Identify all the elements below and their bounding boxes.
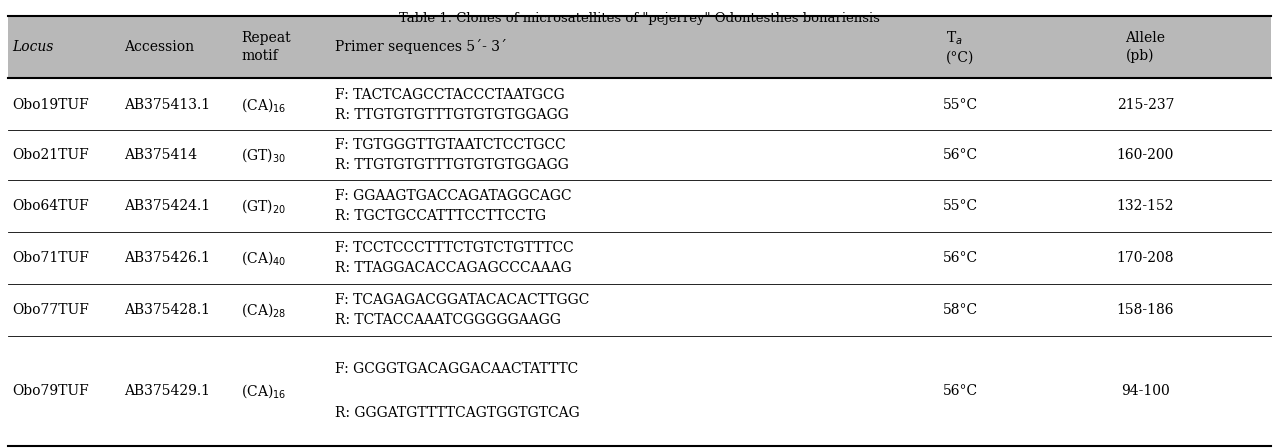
Text: 160-200: 160-200 (1117, 148, 1174, 162)
Text: (GT)$_{20}$: (GT)$_{20}$ (240, 197, 286, 215)
Text: Obo21TUF: Obo21TUF (12, 148, 88, 162)
Text: 158-186: 158-186 (1117, 303, 1174, 317)
Text: (GT)$_{30}$: (GT)$_{30}$ (240, 146, 286, 164)
Text: (CA)$_{16}$: (CA)$_{16}$ (240, 96, 286, 114)
Text: F: TACTCAGCCTACCCTAATGCG: F: TACTCAGCCTACCCTAATGCG (335, 88, 565, 102)
Text: R: TTGTGTGTTTGTGTGTGGAGG: R: TTGTGTGTTTGTGTGTGGAGG (335, 158, 569, 172)
Text: 55°C: 55°C (943, 199, 977, 213)
Text: 170-208: 170-208 (1117, 251, 1174, 265)
Text: Table 1. Clones of microsatellites of "pejerrey" Odontesthes bonariensis: Table 1. Clones of microsatellites of "p… (399, 12, 880, 25)
Text: T$_a$
(°C): T$_a$ (°C) (945, 30, 975, 65)
Text: Obo71TUF: Obo71TUF (12, 251, 88, 265)
Text: AB375429.1: AB375429.1 (124, 384, 210, 398)
Bar (8, 16, 1271, 78)
Text: Primer sequences 5´- 3´: Primer sequences 5´- 3´ (335, 39, 506, 55)
Text: 56°C: 56°C (943, 251, 977, 265)
Text: 132-152: 132-152 (1117, 199, 1174, 213)
Text: AB375426.1: AB375426.1 (124, 251, 210, 265)
Text: Accession: Accession (124, 40, 194, 54)
Text: 94-100: 94-100 (1122, 384, 1170, 398)
Text: (CA)$_{16}$: (CA)$_{16}$ (240, 382, 286, 400)
Text: AB375424.1: AB375424.1 (124, 199, 210, 213)
Text: (CA)$_{40}$: (CA)$_{40}$ (240, 249, 286, 267)
Text: Obo64TUF: Obo64TUF (12, 199, 88, 213)
Text: R: GGGATGTTTTCAGTGGTGTCAG: R: GGGATGTTTTCAGTGGTGTCAG (335, 406, 579, 420)
Text: F: TCCTCCCTTTCTGTCTGTTTCC: F: TCCTCCCTTTCTGTCTGTTTCC (335, 241, 574, 254)
Text: 215-237: 215-237 (1117, 98, 1174, 112)
Text: Allele
(pb): Allele (pb) (1126, 31, 1165, 63)
Text: Repeat
motif: Repeat motif (240, 31, 290, 63)
Text: 56°C: 56°C (943, 148, 977, 162)
Text: R: TTGTGTGTTTGTGTGTGGAGG: R: TTGTGTGTTTGTGTGTGGAGG (335, 108, 569, 122)
Text: AB375414: AB375414 (124, 148, 197, 162)
Text: F: GCGGTGACAGGACAACTATTTC: F: GCGGTGACAGGACAACTATTTC (335, 362, 578, 376)
Text: F: TCAGAGACGGATACACACTTGGC: F: TCAGAGACGGATACACACTTGGC (335, 293, 590, 306)
Text: AB375428.1: AB375428.1 (124, 303, 210, 317)
Text: R: TTAGGACACCAGAGCCCAAAG: R: TTAGGACACCAGAGCCCAAAG (335, 261, 572, 276)
Text: Obo77TUF: Obo77TUF (12, 303, 88, 317)
Text: F: GGAAGTGACCAGATAGGCAGC: F: GGAAGTGACCAGATAGGCAGC (335, 189, 572, 202)
Text: (CA)$_{28}$: (CA)$_{28}$ (240, 301, 286, 319)
Text: R: TCTACCAAATCGGGGGAAGG: R: TCTACCAAATCGGGGGAAGG (335, 314, 561, 327)
Text: 58°C: 58°C (943, 303, 977, 317)
Text: F: TGTGGGTTGTAATCTCCTGCC: F: TGTGGGTTGTAATCTCCTGCC (335, 138, 565, 152)
Text: Locus: Locus (12, 40, 54, 54)
Text: AB375413.1: AB375413.1 (124, 98, 210, 112)
Text: Obo79TUF: Obo79TUF (12, 384, 88, 398)
Text: 56°C: 56°C (943, 384, 977, 398)
Text: Obo19TUF: Obo19TUF (12, 98, 88, 112)
Text: 55°C: 55°C (943, 98, 977, 112)
Text: R: TGCTGCCATTTCCTTCCTG: R: TGCTGCCATTTCCTTCCTG (335, 209, 546, 224)
